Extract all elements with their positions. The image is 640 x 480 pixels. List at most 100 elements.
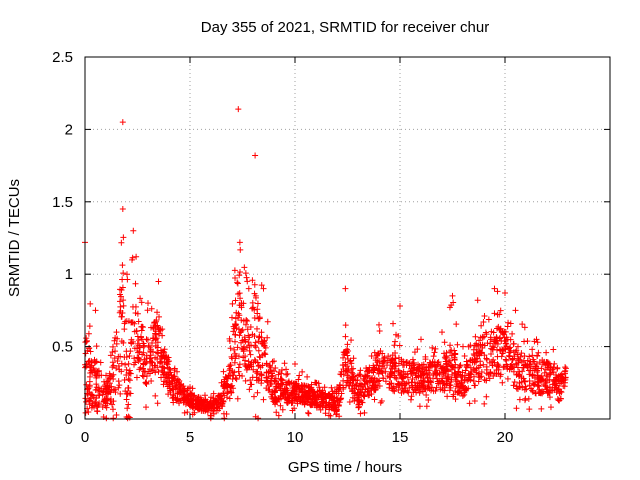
data-point	[132, 280, 139, 287]
data-point	[467, 371, 474, 378]
data-point	[142, 379, 149, 386]
data-point	[494, 288, 501, 295]
data-point	[307, 398, 314, 405]
data-point	[86, 398, 93, 405]
data-point	[336, 399, 343, 406]
data-point	[140, 373, 147, 380]
data-point	[118, 368, 125, 375]
data-point	[460, 384, 467, 391]
data-point	[500, 364, 507, 371]
data-point	[228, 389, 235, 396]
data-point	[83, 338, 90, 345]
data-point	[249, 277, 256, 284]
data-point	[527, 358, 534, 365]
data-point	[518, 358, 525, 365]
data-point	[126, 353, 133, 360]
data-series	[82, 106, 569, 422]
data-point	[107, 389, 114, 396]
data-point	[190, 401, 197, 408]
data-point	[243, 317, 250, 324]
data-point	[86, 323, 93, 330]
data-point	[457, 362, 464, 369]
data-point	[97, 359, 104, 366]
data-point	[506, 353, 513, 360]
data-point	[515, 356, 522, 363]
data-point	[252, 358, 259, 365]
data-point-peak	[113, 329, 120, 336]
data-point	[483, 355, 490, 362]
data-point	[500, 348, 507, 355]
data-point-peak	[355, 372, 361, 379]
data-point	[195, 394, 202, 401]
data-point	[551, 360, 558, 367]
data-point	[254, 389, 261, 396]
data-point	[546, 384, 553, 391]
data-point	[269, 391, 276, 398]
data-point	[554, 365, 561, 372]
data-point	[357, 410, 364, 417]
data-point	[216, 393, 223, 400]
data-point	[267, 364, 274, 371]
data-point	[556, 390, 563, 397]
data-point	[135, 349, 142, 356]
data-point	[102, 402, 109, 409]
x-tick-label: 20	[497, 429, 514, 446]
data-point	[251, 356, 258, 363]
data-point	[388, 385, 395, 392]
data-point	[432, 345, 439, 352]
data-point	[521, 352, 528, 359]
data-point	[491, 370, 498, 377]
data-point	[86, 357, 93, 364]
data-point	[470, 350, 477, 357]
data-point	[231, 359, 238, 366]
data-point	[521, 378, 528, 385]
data-point	[538, 375, 545, 382]
data-point	[237, 295, 244, 302]
data-point	[487, 340, 494, 347]
data-point	[305, 410, 312, 417]
data-point	[248, 359, 255, 366]
data-point	[300, 394, 307, 401]
data-point	[370, 369, 377, 376]
data-point	[154, 344, 161, 351]
data-point	[109, 349, 116, 356]
data-point	[272, 387, 279, 394]
data-point	[117, 307, 124, 314]
data-point	[238, 328, 245, 335]
data-point	[318, 389, 325, 396]
data-point	[277, 381, 284, 388]
data-point	[120, 234, 127, 241]
data-point	[249, 299, 256, 306]
data-point	[83, 363, 90, 370]
data-point	[154, 349, 161, 356]
data-point	[522, 395, 529, 402]
data-point	[258, 377, 265, 384]
data-point-peak	[235, 106, 242, 113]
data-point	[129, 303, 136, 310]
data-point	[103, 397, 110, 404]
data-point	[198, 398, 205, 405]
data-point	[164, 364, 171, 371]
data-point	[246, 386, 253, 393]
data-point	[254, 368, 261, 375]
data-point	[214, 403, 221, 410]
data-point	[372, 384, 379, 391]
data-point	[167, 387, 174, 394]
data-point	[283, 371, 290, 378]
data-point	[121, 326, 128, 333]
data-point	[516, 379, 523, 386]
data-point	[380, 375, 387, 382]
data-point	[305, 409, 312, 416]
data-point	[264, 334, 271, 341]
data-point	[403, 359, 410, 366]
data-point	[105, 377, 112, 384]
data-point	[451, 369, 458, 376]
data-point	[471, 382, 478, 389]
data-point	[128, 319, 135, 326]
data-point	[269, 372, 276, 379]
data-point	[164, 378, 171, 385]
data-point	[447, 362, 454, 369]
data-point	[125, 401, 132, 408]
data-point	[529, 352, 536, 359]
data-point	[473, 369, 480, 376]
